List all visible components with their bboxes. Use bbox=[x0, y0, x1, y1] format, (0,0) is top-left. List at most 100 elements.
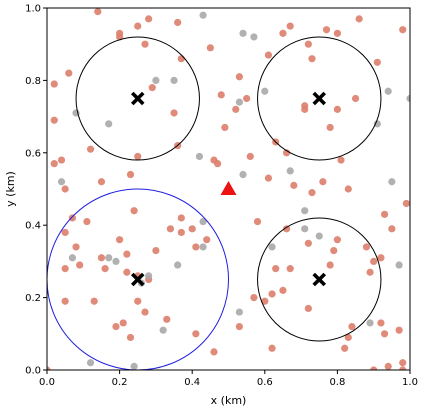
center-marker-x bbox=[130, 91, 145, 106]
data-point-salmon bbox=[221, 123, 229, 132]
data-point-salmon bbox=[61, 265, 69, 273]
data-point-salmon bbox=[402, 199, 410, 208]
data-point-salmon bbox=[348, 322, 356, 331]
data-point-salmon bbox=[72, 243, 80, 251]
data-point-salmon bbox=[163, 315, 171, 323]
data-point-salmon bbox=[333, 105, 341, 113]
data-point-salmon bbox=[61, 228, 69, 237]
y-tick-label: 1.0 bbox=[25, 4, 41, 15]
data-point-gray bbox=[239, 170, 247, 179]
data-point-salmon bbox=[65, 69, 73, 77]
coverage-circle-blue bbox=[47, 188, 229, 370]
data-point-salmon bbox=[152, 246, 160, 255]
data-point-salmon bbox=[166, 225, 175, 233]
data-point-gray bbox=[68, 254, 77, 262]
data-point-salmon bbox=[395, 326, 403, 334]
y-tick-label: 0.8 bbox=[25, 76, 41, 87]
data-point-salmon bbox=[94, 8, 102, 16]
data-point-salmon bbox=[268, 344, 276, 352]
data-point-salmon bbox=[253, 217, 262, 226]
data-point-salmon bbox=[344, 333, 352, 342]
data-point-salmon bbox=[399, 26, 407, 34]
data-point-salmon bbox=[210, 348, 218, 356]
data-point-salmon bbox=[341, 344, 349, 352]
data-point-salmon bbox=[326, 123, 334, 132]
data-point-salmon bbox=[57, 156, 66, 164]
data-point-salmon bbox=[97, 254, 106, 262]
data-point-gray bbox=[195, 152, 204, 161]
coverage-circle bbox=[75, 36, 200, 161]
data-point-salmon bbox=[126, 333, 135, 342]
y-axis-label: y (km) bbox=[4, 171, 17, 207]
data-point-salmon bbox=[373, 58, 381, 66]
data-point-salmon bbox=[399, 366, 407, 370]
y-tick-label: 0.2 bbox=[25, 293, 41, 304]
data-point-gray bbox=[199, 243, 207, 251]
data-point-salmon bbox=[148, 84, 156, 92]
data-point-salmon bbox=[282, 225, 291, 233]
data-point-salmon bbox=[192, 330, 200, 338]
data-point-gray bbox=[239, 29, 247, 37]
data-point-salmon bbox=[50, 80, 58, 88]
data-point-salmon bbox=[134, 22, 142, 30]
data-point-salmon bbox=[174, 18, 182, 27]
x-tick-label: 0.6 bbox=[257, 377, 273, 388]
x-tick-label: 0.0 bbox=[39, 377, 55, 388]
data-point-salmon bbox=[145, 15, 153, 23]
data-point-salmon bbox=[380, 330, 389, 338]
data-point-gray bbox=[268, 243, 276, 251]
y-tick-label: 0.6 bbox=[25, 148, 41, 159]
data-point-salmon bbox=[362, 243, 371, 251]
data-point-salmon bbox=[116, 236, 124, 244]
data-point-salmon bbox=[370, 366, 378, 370]
data-point-gray bbox=[152, 76, 160, 84]
data-point-gray bbox=[170, 76, 178, 84]
data-point-salmon bbox=[304, 304, 312, 313]
data-point-salmon bbox=[286, 265, 294, 273]
data-point-salmon bbox=[322, 26, 331, 34]
data-point-salmon bbox=[188, 225, 196, 233]
data-point-salmon bbox=[83, 217, 91, 226]
data-point-salmon bbox=[264, 51, 273, 59]
data-point-salmon bbox=[388, 225, 396, 233]
data-point-gray bbox=[235, 308, 243, 316]
data-point-salmon bbox=[177, 214, 185, 222]
data-point-salmon bbox=[330, 246, 338, 255]
data-point-salmon bbox=[268, 290, 276, 298]
data-point-salmon bbox=[112, 322, 120, 331]
data-point-salmon bbox=[355, 15, 363, 23]
data-point-gray bbox=[373, 120, 381, 128]
data-point-salmon bbox=[130, 207, 138, 215]
data-point-salmon bbox=[119, 319, 127, 327]
data-point-salmon bbox=[141, 40, 149, 48]
data-point-gray bbox=[130, 362, 138, 370]
x-axis-label: x (km) bbox=[211, 394, 247, 407]
data-point-salmon bbox=[203, 236, 211, 244]
data-point-salmon bbox=[308, 189, 316, 197]
data-point-salmon bbox=[337, 156, 345, 164]
plot-frame bbox=[46, 7, 411, 371]
data-point-salmon bbox=[76, 261, 84, 269]
data-point-salmon bbox=[177, 55, 185, 63]
data-point-salmon bbox=[377, 319, 385, 327]
data-point-gray bbox=[57, 178, 66, 186]
data-point-salmon bbox=[235, 322, 243, 331]
data-point-salmon bbox=[217, 91, 225, 99]
data-point-salmon bbox=[243, 94, 251, 103]
data-point-gray bbox=[286, 167, 294, 175]
data-point-gray bbox=[174, 261, 182, 269]
data-point-gray bbox=[105, 254, 113, 262]
data-point-salmon bbox=[261, 297, 269, 305]
data-point-gray bbox=[250, 33, 258, 41]
data-point-salmon bbox=[235, 73, 243, 81]
data-point-salmon bbox=[304, 239, 312, 247]
data-point-salmon bbox=[344, 185, 352, 193]
data-point-salmon bbox=[304, 40, 312, 48]
data-point-salmon bbox=[123, 268, 131, 276]
data-point-salmon bbox=[123, 250, 131, 258]
data-point-salmon bbox=[250, 294, 258, 302]
data-point-gray bbox=[388, 178, 396, 186]
data-point-salmon bbox=[333, 236, 341, 244]
data-point-gray bbox=[261, 87, 269, 95]
